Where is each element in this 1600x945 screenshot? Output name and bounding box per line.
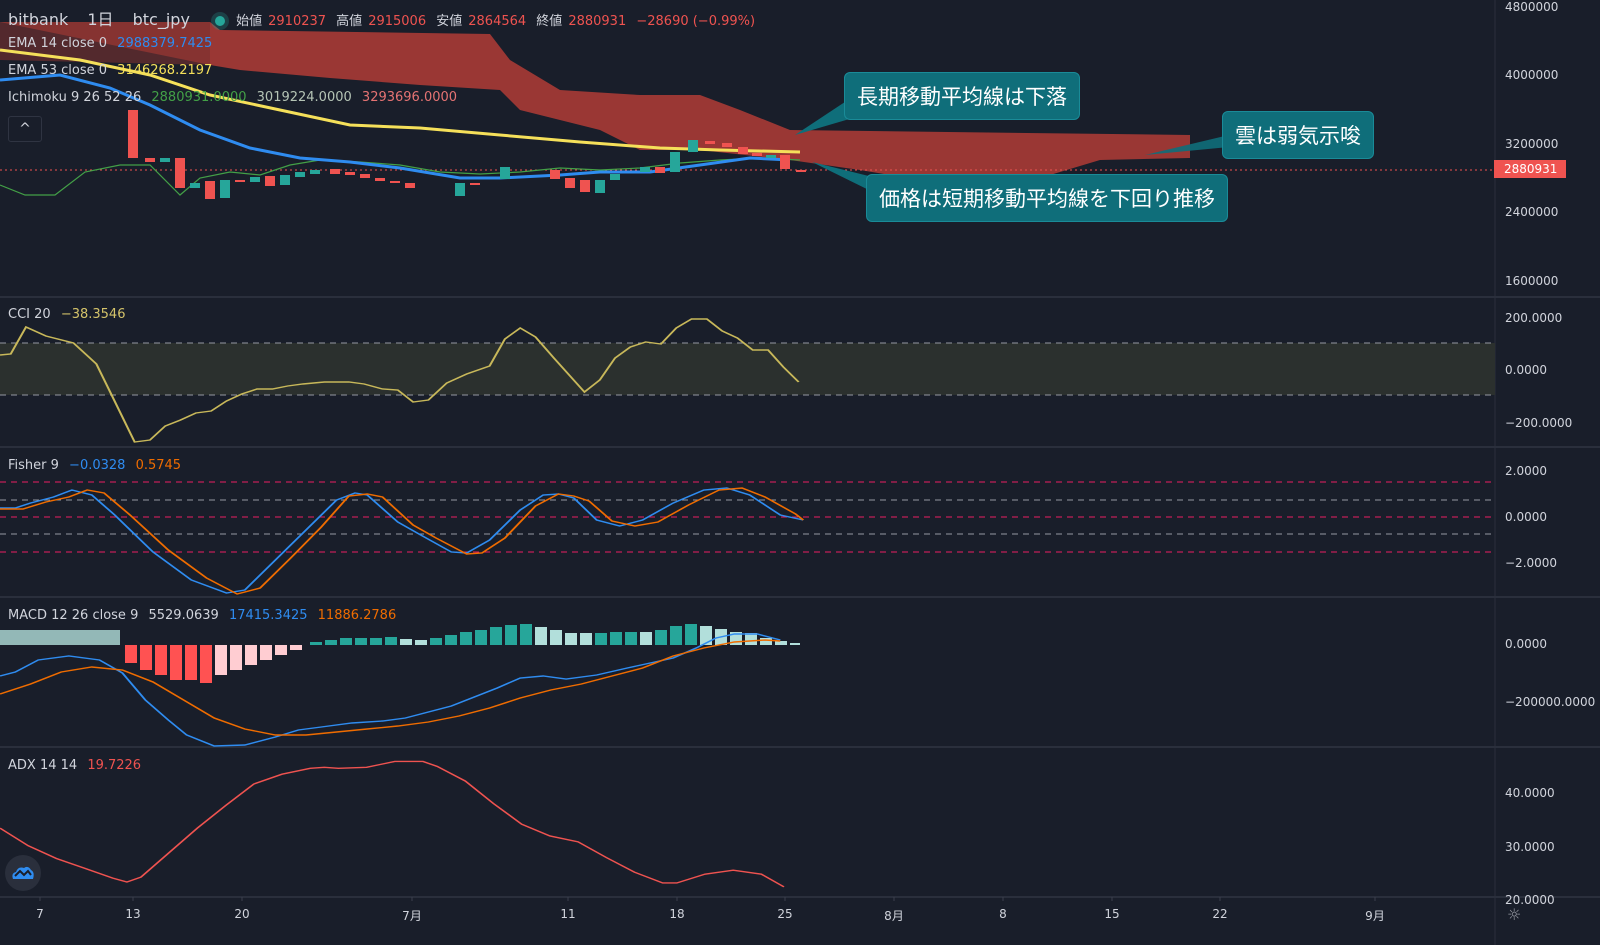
price-change: −28690 (−0.99%) [636, 14, 756, 29]
legend-macd[interactable]: MACD 12 26 close 9 5529.0639 17415.3425 … [8, 608, 397, 623]
exchange-name[interactable]: bitbank [8, 10, 69, 29]
current-price-tag: 2880931 [1494, 160, 1566, 178]
legend-ichimoku[interactable]: Ichimoku 9 26 52 26 2880931.0000 3019224… [8, 90, 458, 105]
interval[interactable]: 1日 [87, 10, 114, 29]
legend-cci[interactable]: CCI 20 −38.3546 [8, 307, 126, 322]
settings-gear-icon[interactable]: ☼ [1507, 905, 1522, 924]
market-status-dot-icon [215, 15, 226, 26]
callout-long-ma[interactable]: 長期移動平均線は下落 [844, 72, 1080, 120]
symbol-name[interactable]: btc_jpy [132, 10, 190, 29]
collapse-legend-button[interactable]: ^ [8, 116, 42, 142]
chevron-up-icon: ^ [19, 121, 31, 137]
symbol-header: bitbank 1日 btc_jpy 始値 2910237 高値 2915006 安… [8, 6, 767, 30]
callout-cloud[interactable]: 雲は弱気示唆 [1222, 111, 1374, 159]
legend-ema53[interactable]: EMA 53 close 0 3146268.2197 [8, 63, 213, 78]
candles [128, 110, 806, 199]
legend-ema14[interactable]: EMA 14 close 0 2988379.7425 [8, 36, 213, 51]
legend-fisher[interactable]: Fisher 9 −0.0328 0.5745 [8, 458, 182, 473]
tradingview-logo-icon[interactable] [5, 855, 41, 891]
legend-adx[interactable]: ADX 14 14 19.7226 [8, 758, 142, 773]
macd-histogram [0, 624, 800, 683]
ohlc-values: 始値 2910237 高値 2915006 安値 2864564 終値 2880931 … [236, 14, 756, 29]
callout-price[interactable]: 価格は短期移動平均線を下回り推移 [866, 174, 1228, 222]
